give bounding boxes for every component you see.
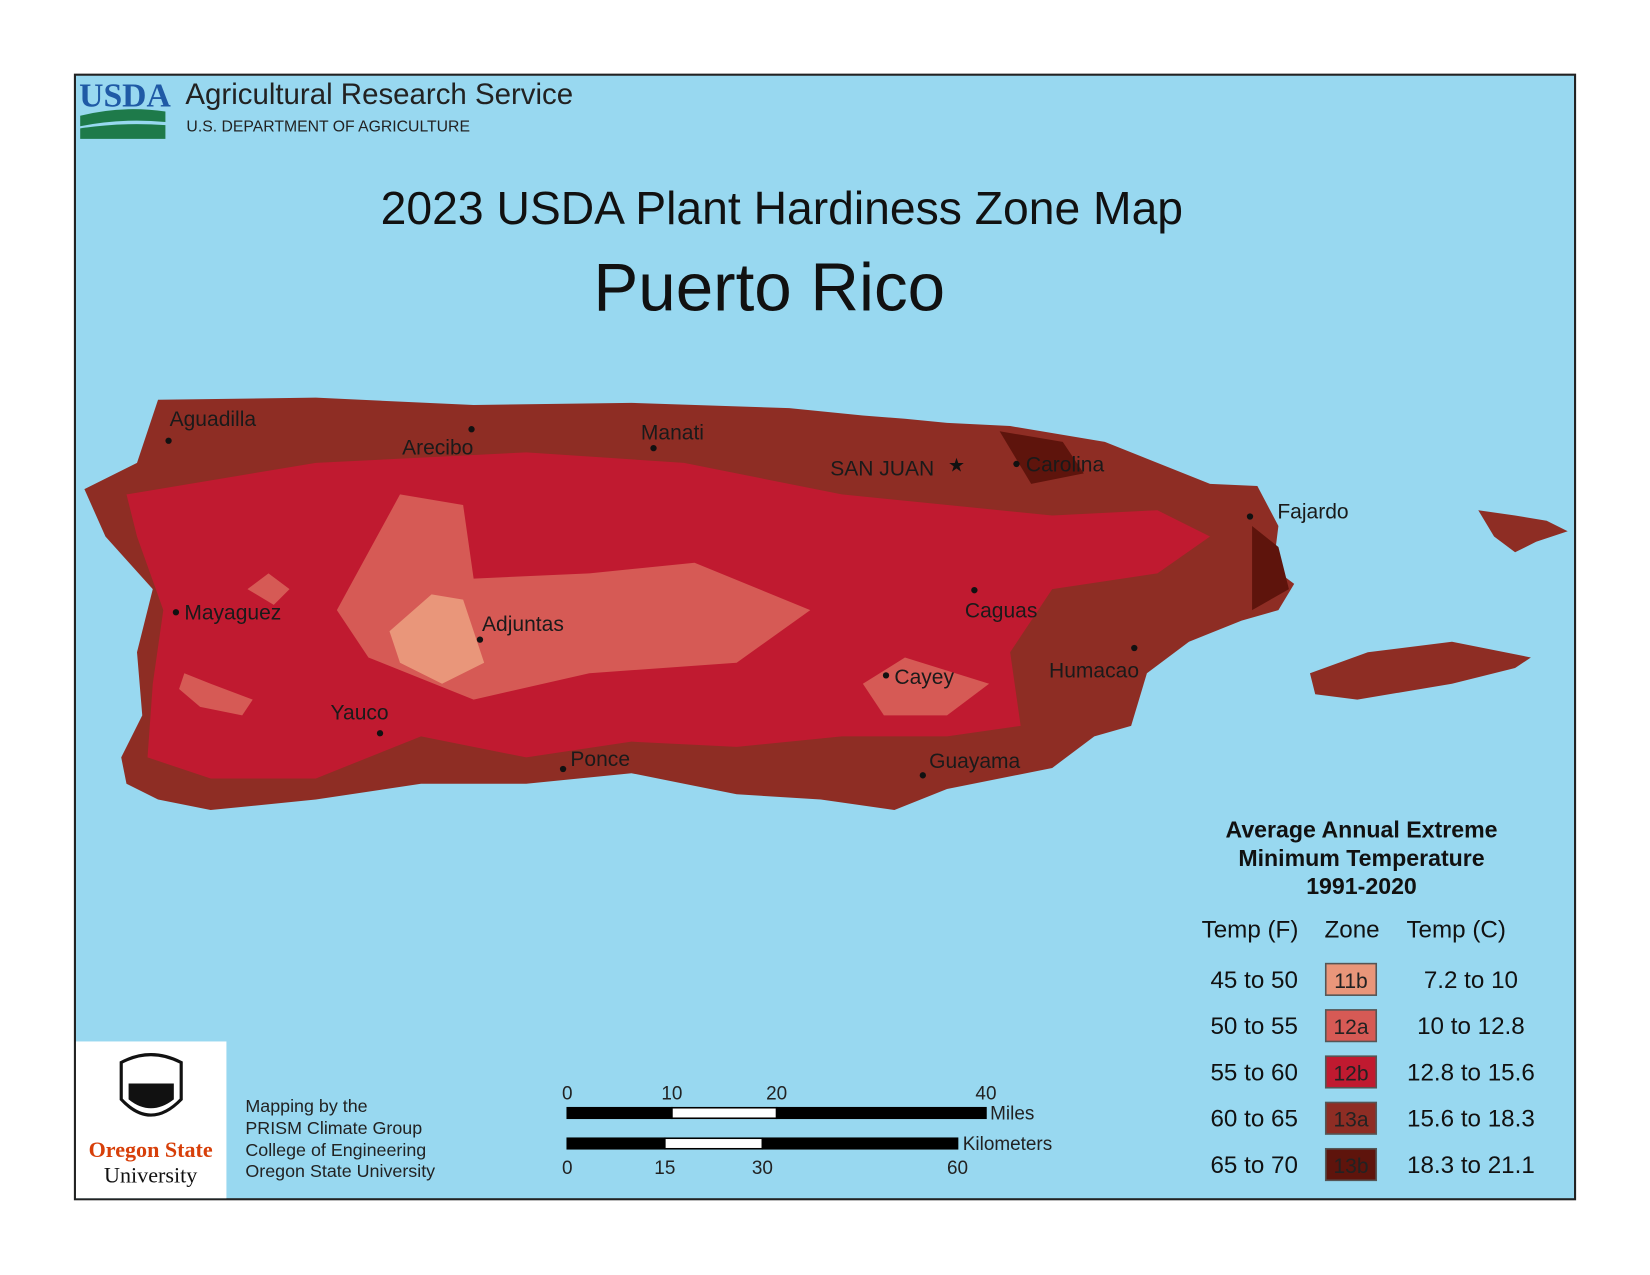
- legend-temp-f: 60 to 65: [1210, 1106, 1297, 1133]
- legend-swatch: [1324, 1147, 1378, 1182]
- scale-segment: [775, 1106, 987, 1120]
- legend-temp-c: 18.3 to 21.1: [1407, 1152, 1535, 1179]
- zone-area: [389, 594, 485, 684]
- credit-line: College of Engineering: [245, 1140, 426, 1160]
- zone-area: [1309, 641, 1531, 700]
- legend-temp-f: 50 to 55: [1210, 1013, 1297, 1040]
- city-label: SAN JUAN: [830, 457, 934, 480]
- city-label: Fajardo: [1277, 501, 1348, 524]
- legend-swatch: [1324, 1101, 1378, 1135]
- city-dot: [650, 444, 657, 452]
- scale-unit: Miles: [990, 1103, 1034, 1124]
- city-dot: [919, 772, 926, 779]
- scale-segment: [566, 1106, 673, 1120]
- legend-title: Average Annual Extreme: [1225, 816, 1497, 842]
- logo-swoosh: [80, 124, 166, 139]
- legend-title: 1991-2020: [1306, 873, 1417, 899]
- legend-zone: 13b: [1333, 1155, 1368, 1178]
- scale-tick-label: 0: [562, 1083, 573, 1104]
- zone-area: [999, 431, 1084, 484]
- legend-title: Minimum Temperature: [1238, 845, 1484, 871]
- city-label: Yauco: [331, 702, 389, 725]
- city-dot: [476, 636, 484, 643]
- city-dot: [172, 609, 180, 616]
- scale-tick-label: 40: [975, 1083, 996, 1104]
- scale-tick-label: 10: [661, 1083, 682, 1104]
- scale-tick-label: 15: [654, 1158, 675, 1179]
- city-labels: Aguadilla Arecibo Manati ★ SAN JUAN Caro…: [165, 408, 1349, 779]
- city-dot: [1013, 460, 1020, 468]
- legend-temp-f: 55 to 60: [1210, 1059, 1297, 1086]
- osu-shield-detail: [128, 1083, 174, 1109]
- legend-temp-c: 10 to 12.8: [1417, 1013, 1525, 1040]
- scale-tick-label: 0: [562, 1158, 573, 1179]
- city-label: Humacao: [1049, 659, 1139, 682]
- map-title: 2023 USDA Plant Hardiness Zone Map: [381, 182, 1183, 234]
- zone-area: [862, 657, 990, 716]
- usda-logo: USDA: [79, 77, 171, 114]
- city-dot: [1131, 644, 1138, 652]
- city-label: Mayaguez: [184, 602, 281, 625]
- legend-column-header: Zone: [1324, 916, 1379, 943]
- map-subtitle: Puerto Rico: [593, 250, 945, 325]
- city-label: Arecibo: [402, 436, 473, 459]
- scale-tick-label: 20: [766, 1083, 787, 1104]
- legend-column-header: Temp (C): [1406, 916, 1505, 943]
- scale-segment: [566, 1137, 666, 1150]
- scale-unit: Kilometers: [963, 1134, 1052, 1155]
- legend-zone: 12a: [1333, 1016, 1368, 1039]
- legend: Average Annual Extreme Minimum Temperatur…: [1202, 816, 1535, 1182]
- credit-line: PRISM Climate Group: [245, 1118, 422, 1138]
- scale-segment: [671, 1106, 778, 1120]
- island-map: [84, 397, 1568, 811]
- legend-swatch: [1324, 1009, 1378, 1043]
- zone-area: [247, 573, 290, 605]
- legend-temp-f: 65 to 70: [1210, 1152, 1297, 1179]
- zone-area: [1252, 525, 1289, 611]
- scale-tick-label: 60: [947, 1158, 968, 1179]
- credit-line: Oregon State University: [245, 1161, 435, 1181]
- department-name: U.S. DEPARTMENT OF AGRICULTURE: [186, 118, 470, 135]
- legend-swatch: [1324, 1055, 1378, 1089]
- legend-temp-c: 12.8 to 15.6: [1407, 1059, 1535, 1086]
- osu-logo-text: Oregon State: [89, 1137, 213, 1162]
- city-label: Caguas: [965, 600, 1037, 623]
- osu-logo-text: University: [104, 1162, 197, 1187]
- logo-swoosh: [80, 109, 166, 127]
- city-dot: [971, 587, 978, 594]
- city-label: Aguadilla: [170, 408, 257, 431]
- zone-area: [179, 673, 253, 716]
- legend-temp-c: 7.2 to 10: [1424, 967, 1518, 994]
- city-dot: [1246, 513, 1254, 520]
- city-dot: [376, 730, 384, 737]
- capital-star: ★: [948, 455, 965, 476]
- zone-area: [1478, 510, 1568, 553]
- legend-column-header: Temp (F): [1202, 916, 1299, 943]
- city-label: Cayey: [894, 666, 954, 689]
- legend-temp-f: 45 to 50: [1210, 967, 1297, 994]
- city-label: Ponce: [570, 748, 630, 771]
- scale-segment: [761, 1137, 959, 1150]
- city-dot: [559, 765, 567, 773]
- scale-segment: [664, 1137, 764, 1150]
- agency-name: Agricultural Research Service: [185, 78, 573, 111]
- city-dot: [165, 437, 172, 444]
- city-label: Guayama: [929, 750, 1020, 773]
- legend-zone: 12b: [1333, 1062, 1368, 1085]
- legend-swatch: [1324, 962, 1378, 996]
- city-label: Adjuntas: [482, 613, 564, 636]
- credit-line: Mapping by the: [245, 1096, 367, 1116]
- city-dot: [882, 672, 890, 679]
- city-label: Manati: [641, 422, 704, 445]
- scale-tick-label: 30: [752, 1158, 773, 1179]
- legend-zone: 13a: [1333, 1109, 1368, 1132]
- legend-zone: 11b: [1334, 970, 1368, 993]
- city-dot: [468, 426, 475, 433]
- legend-temp-c: 15.6 to 18.3: [1407, 1106, 1535, 1133]
- city-label: Carolina: [1026, 453, 1105, 476]
